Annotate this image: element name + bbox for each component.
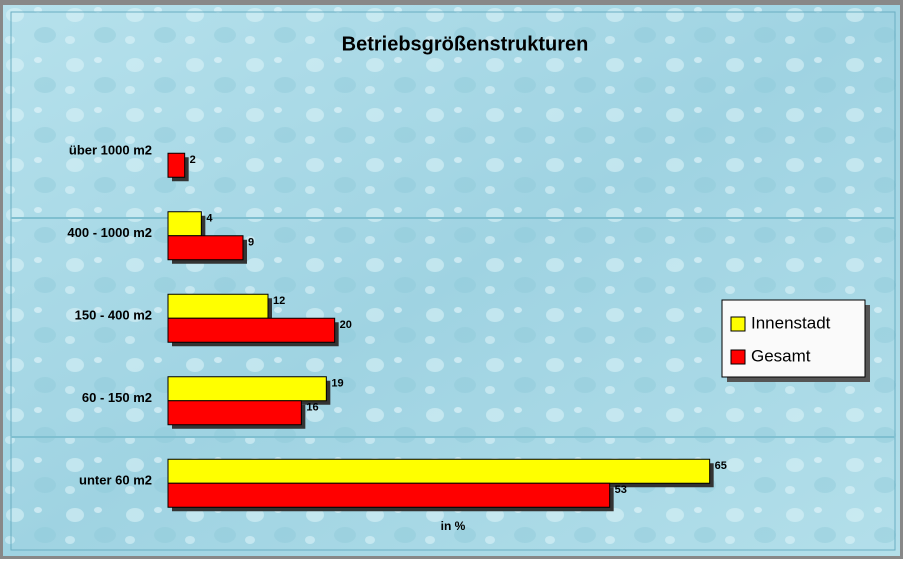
- y-tick-label: 150 - 400 m2: [75, 308, 152, 323]
- data-label: 2: [190, 154, 196, 166]
- bar: [167, 293, 269, 319]
- legend-swatch: [730, 316, 746, 332]
- data-label: 53: [615, 484, 627, 496]
- y-tick-label: über 1000 m2: [69, 143, 152, 158]
- data-label: 16: [306, 402, 318, 414]
- y-tick-label: 60 - 150 m2: [82, 390, 152, 405]
- data-label: 9: [248, 237, 254, 249]
- bar: [167, 235, 244, 261]
- x-axis-label: in %: [441, 519, 466, 533]
- bar: [167, 211, 202, 237]
- bar: [167, 400, 302, 426]
- bar: [167, 152, 186, 178]
- legend: [721, 299, 866, 378]
- y-tick-label: 400 - 1000 m2: [67, 225, 152, 240]
- data-label: 12: [273, 295, 285, 307]
- data-label: 65: [715, 460, 727, 472]
- legend-label: Gesamt: [751, 346, 811, 365]
- bar: [167, 376, 327, 402]
- data-label: 19: [331, 378, 343, 390]
- legend-label: Innenstadt: [751, 313, 831, 332]
- bar: [167, 317, 336, 343]
- y-tick-label: unter 60 m2: [79, 473, 152, 488]
- chart-title: Betriebsgrößenstrukturen: [342, 33, 589, 55]
- data-label: 20: [340, 319, 352, 331]
- legend-swatch: [730, 349, 746, 365]
- bar: [167, 458, 711, 484]
- data-label: 4: [206, 213, 213, 225]
- bar: [167, 482, 611, 508]
- plot-border: [10, 11, 896, 551]
